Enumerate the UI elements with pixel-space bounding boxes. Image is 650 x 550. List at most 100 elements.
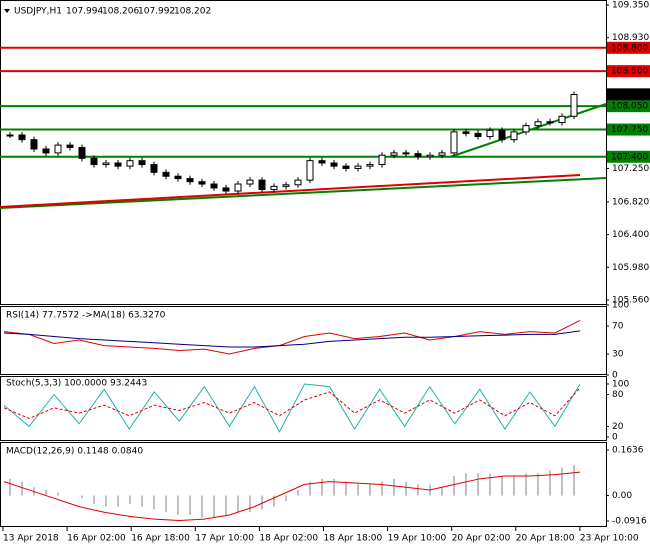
candle-body: [210, 183, 218, 189]
candle-body: [294, 179, 302, 186]
x-tick-label: 20 Apr 02:00: [452, 534, 511, 544]
candle-body: [450, 131, 458, 154]
level-label: 108.050: [611, 102, 648, 112]
candle-body: [246, 179, 254, 185]
candle-body: [534, 121, 542, 127]
x-tick-label: 18 Apr 02:00: [259, 534, 318, 544]
price-label: 108.202: [611, 90, 648, 100]
candle-body: [162, 171, 170, 177]
level-tag: [607, 100, 650, 113]
signal-line: [3, 471, 581, 522]
candle-body: [474, 132, 482, 138]
candle-body: [270, 185, 278, 190]
candle-body: [366, 164, 374, 167]
y-tick-label: 0.00: [612, 491, 632, 501]
candle-body: [342, 165, 350, 169]
candle-body: [498, 129, 506, 141]
level-tag: [607, 65, 650, 78]
ohlc-value: 108.206: [102, 7, 139, 17]
candle-body: [102, 162, 110, 166]
candle-body: [522, 125, 530, 133]
candle-body: [330, 162, 338, 167]
ohlc-value: 108.202: [174, 7, 211, 17]
y-tick-label: 0: [612, 433, 618, 443]
candle-body: [558, 115, 566, 124]
level-label: 108.500: [611, 67, 648, 77]
y-tick-label: 105.560: [612, 296, 649, 306]
candle-body: [426, 154, 434, 158]
indicator-title: RSI(14) 77.7572 ->MA(18) 63.3270: [6, 311, 166, 321]
level-label: 107.750: [611, 125, 648, 135]
y-tick-label: 0.1636: [612, 446, 644, 456]
candle-body: [114, 162, 122, 167]
y-tick-label: 0: [612, 371, 618, 381]
candle-body: [78, 146, 86, 159]
y-tick-label: -0.0916: [612, 517, 647, 527]
candle-body: [510, 131, 518, 141]
candle-body: [66, 144, 74, 148]
y-tick-label: 106.400: [612, 230, 649, 240]
y-tick-label: 20: [612, 422, 624, 432]
candle-body: [438, 152, 446, 156]
y-tick-label: 105.980: [612, 263, 649, 273]
candle-body: [90, 157, 98, 166]
y-tick-label: 106.820: [612, 197, 649, 207]
trend-line: [0, 177, 607, 209]
candle-body: [414, 153, 422, 158]
trend-line: [0, 174, 581, 208]
candle-body: [150, 164, 158, 173]
candle-body: [6, 134, 14, 137]
macd-panel: [0, 442, 607, 527]
candle-body: [486, 129, 494, 138]
indicator-line: [3, 387, 581, 419]
candle-body: [42, 148, 50, 154]
candle-body: [126, 160, 134, 167]
y-tick-label: 107.250: [612, 164, 649, 174]
x-tick-label: 16 Apr 18:00: [131, 534, 190, 544]
y-tick-label: 80: [612, 390, 624, 400]
x-tick-label: 18 Apr 18:00: [324, 534, 383, 544]
ohlc-value: 107.992: [138, 7, 175, 17]
ohlc-value: 107.994: [66, 7, 103, 17]
x-tick-label: 13 Apr 2018: [3, 534, 59, 544]
level-label: 108.800: [611, 43, 648, 53]
level-tag: [607, 150, 650, 163]
indicator-line: [3, 319, 581, 355]
x-tick-label: 23 Apr 10:00: [580, 534, 639, 544]
candle-body: [462, 131, 470, 134]
indicator-line: [3, 330, 581, 348]
rsi-panel: [0, 306, 607, 375]
candle-body: [546, 121, 554, 124]
stoch-panel: [0, 376, 607, 441]
candle-body: [18, 134, 26, 141]
candle-body: [186, 178, 194, 183]
level-label: 107.400: [611, 152, 648, 162]
y-tick-label: 100: [612, 301, 629, 311]
candle-body: [198, 181, 206, 185]
candle-body: [354, 165, 362, 169]
y-tick-label: 30: [612, 350, 624, 360]
candle-body: [390, 152, 398, 156]
candle-body: [282, 184, 290, 187]
x-tick-label: 17 Apr 10:00: [195, 534, 254, 544]
main-panel: [0, 0, 607, 305]
level-tag: [607, 41, 650, 54]
candle-body: [570, 94, 578, 117]
x-tick-label: 20 Apr 18:00: [516, 534, 575, 544]
level-tag: [607, 123, 650, 136]
candle-body: [318, 160, 326, 164]
indicator-title: MACD(12,26,9) 0.1148 0.0840: [6, 447, 143, 457]
candle-body: [402, 152, 410, 155]
candle-body: [378, 154, 386, 166]
candle-body: [30, 139, 38, 150]
x-tick-label: 19 Apr 10:00: [388, 534, 447, 544]
y-tick-label: 108.930: [612, 33, 649, 43]
candle-body: [306, 160, 314, 181]
price-tag: [607, 88, 650, 101]
x-tick-label: 16 Apr 02:00: [67, 534, 126, 544]
candle-body: [222, 187, 230, 192]
candle-body: [258, 179, 266, 190]
y-tick-label: 70: [612, 322, 624, 332]
candle-body: [54, 144, 62, 154]
